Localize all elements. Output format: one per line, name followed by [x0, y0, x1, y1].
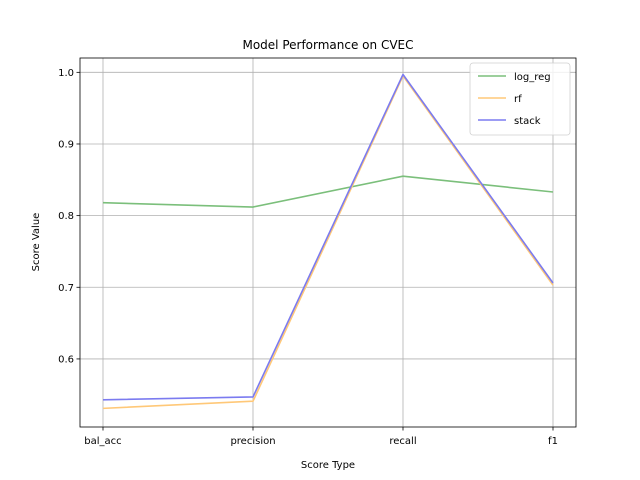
y-axis-title: Score Value — [31, 213, 42, 272]
legend-label-rf: rf — [514, 94, 522, 105]
legend-box — [469, 62, 571, 136]
x-tick-label: f1 — [548, 436, 558, 447]
chart-title: Model Performance on CVEC — [242, 38, 413, 52]
y-tick-label: 0.6 — [58, 354, 74, 365]
legend-label-stack: stack — [514, 116, 541, 127]
y-tick-label: 1.0 — [58, 68, 74, 79]
x-tick-label: precision — [230, 436, 275, 447]
plot-frame — [79, 57, 577, 428]
series-line-rf — [102, 75, 554, 410]
series-line-stack — [102, 73, 554, 401]
y-tick-label: 0.7 — [58, 283, 74, 294]
y-tick-label: 0.8 — [58, 211, 74, 222]
y-tick-label: 0.9 — [58, 139, 74, 150]
y-axis: 0.6 0.7 0.8 0.9 1.0 — [58, 68, 80, 365]
series-line-log_reg — [102, 175, 554, 208]
x-tick-label: recall — [389, 436, 416, 447]
legend-label-log_reg: log_reg — [514, 72, 551, 83]
x-tick-label: bal_acc — [84, 436, 121, 447]
x-axis: bal_acc precision recall f1 — [84, 427, 558, 447]
x-axis-title: Score Type — [301, 460, 355, 471]
series-layer — [102, 73, 554, 410]
